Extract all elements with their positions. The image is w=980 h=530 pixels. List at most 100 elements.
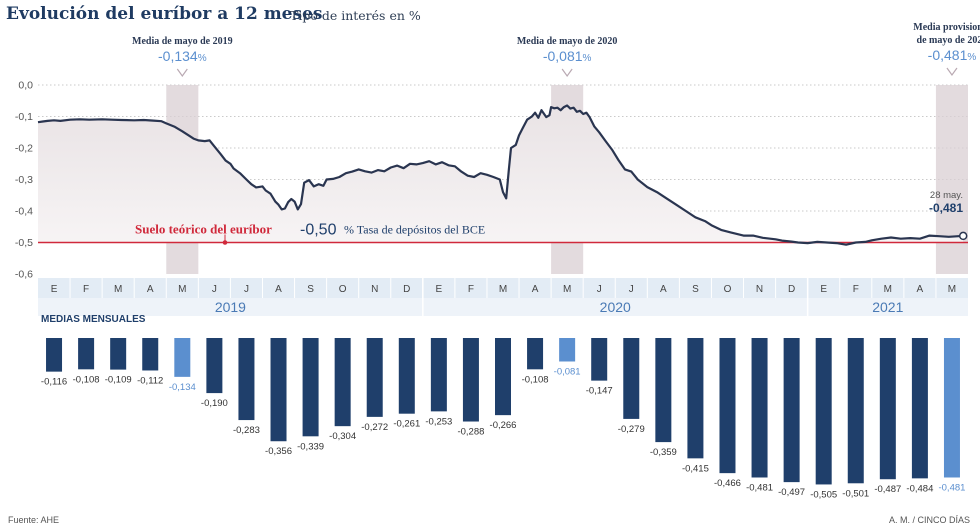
chart-subtitle: Tipo de interés en %: [290, 8, 421, 23]
source-note: Fuente: AHE: [8, 515, 60, 525]
y-tick-label: -0,5: [15, 237, 33, 249]
year-label: 2020: [600, 299, 631, 315]
chart-title: Evolución del euríbor a 12 meses: [6, 4, 323, 24]
bar-value-label: -0,356: [265, 446, 292, 457]
bar-value-label: -0,481: [938, 482, 965, 493]
bar-value-label: -0,283: [233, 425, 260, 436]
month-label: J: [597, 284, 602, 295]
month-label: M: [114, 284, 122, 295]
month-label: M: [178, 284, 186, 295]
month-label: M: [499, 284, 507, 295]
bar-value-label: -0,339: [297, 441, 324, 452]
month-label: A: [147, 284, 154, 295]
month-axis-band: [38, 278, 968, 298]
last-value-label: -0,481: [929, 201, 963, 215]
annotation-pointer: [561, 68, 573, 78]
bar: [142, 338, 159, 371]
bar: [751, 338, 768, 478]
month-label: A: [917, 284, 924, 295]
euribor-line: [37, 104, 964, 246]
bar: [206, 338, 223, 394]
bar: [334, 338, 351, 427]
month-label: N: [756, 284, 763, 295]
floor-label: Suelo teórico del euríbor: [135, 222, 272, 237]
month-label: E: [820, 284, 827, 295]
bar-value-label: -0,108: [522, 374, 549, 385]
bar-value-label: -0,190: [201, 398, 228, 409]
bar-value-label: -0,484: [906, 483, 933, 494]
month-label: O: [339, 284, 347, 295]
y-tick-label: 0,0: [18, 80, 33, 92]
month-label: N: [371, 284, 378, 295]
annotation-label: Media provisional: [913, 22, 980, 33]
month-label: J: [244, 284, 249, 295]
annotation-number: -0,134: [158, 48, 198, 64]
month-label: S: [307, 284, 314, 295]
bar-value-label: -0,147: [586, 386, 613, 397]
month-label: A: [660, 284, 667, 295]
annotation-label: de mayo de 2021: [917, 35, 980, 46]
bar-value-label: -0,261: [393, 419, 420, 430]
month-label: A: [275, 284, 282, 295]
bar: [911, 338, 928, 479]
bar: [879, 338, 896, 480]
bar: [430, 338, 447, 412]
annotation-label: Media de mayo de 2019: [132, 36, 233, 47]
bar-value-label: -0,116: [41, 377, 67, 388]
area-fill: [38, 105, 964, 245]
bar: [815, 338, 832, 485]
month-label: D: [788, 284, 795, 295]
bar-value-label: -0,272: [361, 422, 388, 433]
bar-value-label: -0,109: [105, 375, 132, 386]
bar: [847, 338, 864, 484]
month-label: S: [692, 284, 699, 295]
bar: [366, 338, 383, 417]
bar: [591, 338, 608, 381]
month-label: O: [724, 284, 732, 295]
bar: [78, 338, 95, 370]
annotation-value: -0,081%: [543, 48, 592, 64]
last-date-label: 28 may.: [930, 190, 963, 201]
month-label: F: [468, 284, 474, 295]
bar: [943, 338, 960, 478]
bar-value-label: -0,487: [874, 484, 901, 495]
bar: [110, 338, 127, 370]
bar: [783, 338, 800, 483]
month-label: M: [884, 284, 892, 295]
annotation-number: -0,081: [543, 48, 583, 64]
bar: [559, 338, 576, 362]
floor-description: % Tasa de depósitos del BCE: [344, 223, 485, 237]
bar-value-label: -0,359: [650, 447, 677, 458]
bar: [270, 338, 287, 442]
highlight-band: [935, 85, 968, 274]
bar: [719, 338, 736, 474]
bar-value-label: -0,497: [778, 487, 805, 498]
annotation-label: Media de mayo de 2020: [517, 36, 618, 47]
bar-value-label: -0,279: [618, 424, 645, 435]
floor-value: -0,50: [300, 222, 337, 239]
month-label: M: [563, 284, 571, 295]
bar-value-label: -0,134: [169, 382, 196, 393]
y-tick-label: -0,2: [15, 143, 33, 155]
year-label: 2019: [215, 299, 246, 315]
month-label: E: [436, 284, 443, 295]
bar: [623, 338, 640, 419]
bar-value-label: -0,415: [682, 463, 709, 474]
credit-note: A. M. / CINCO DÍAS: [888, 515, 970, 525]
bar-value-label: -0,112: [137, 375, 163, 386]
bar: [46, 338, 63, 372]
annotation-value: -0,134%: [158, 48, 207, 64]
bar: [527, 338, 544, 370]
bar: [238, 338, 255, 421]
annotation-number: -0,481: [928, 47, 968, 63]
bar: [174, 338, 191, 377]
month-label: E: [51, 284, 58, 295]
annotation-unit: %: [198, 53, 207, 64]
bar: [655, 338, 672, 443]
bar: [687, 338, 704, 459]
bar: [495, 338, 511, 416]
bar-value-label: -0,081: [554, 366, 581, 377]
bar: [398, 338, 415, 414]
month-label: A: [532, 284, 539, 295]
